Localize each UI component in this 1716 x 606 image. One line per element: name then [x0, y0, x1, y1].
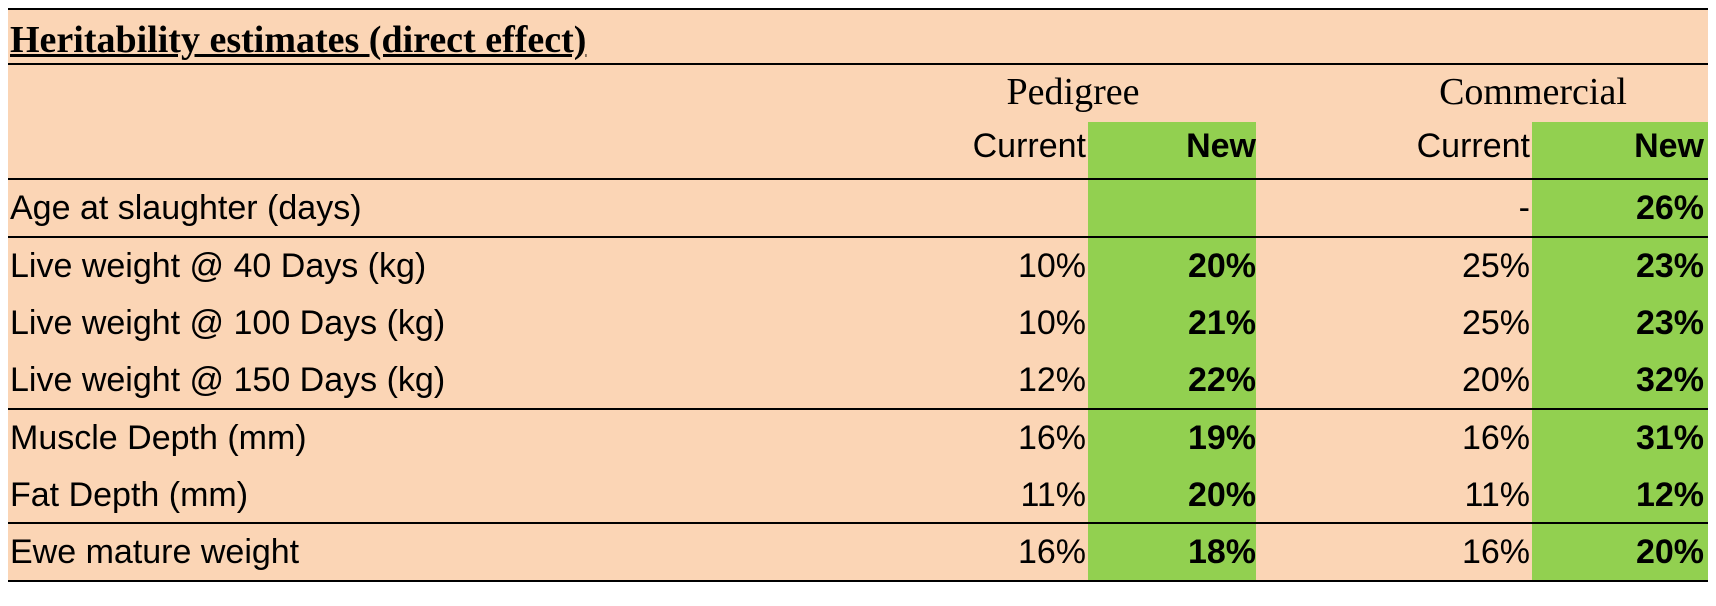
- row-label: Live weight @ 150 Days (kg): [10, 361, 446, 399]
- pedigree-current-value: 10%: [1017, 304, 1086, 342]
- row-divider-1: [8, 236, 1708, 238]
- row-label: Muscle Depth (mm): [10, 419, 307, 457]
- commercial-new-value: 26%: [1635, 189, 1704, 227]
- row-divider-2: [8, 408, 1708, 410]
- row-label: Ewe mature weight: [10, 533, 300, 571]
- table-row: Ewe mature weight 16% 18% 16% 20%: [8, 524, 1708, 581]
- commercial-new-value: 12%: [1635, 476, 1704, 514]
- commercial-new-value: 20%: [1635, 533, 1704, 571]
- table-row: Fat Depth (mm) 11% 20% 11% 12%: [8, 467, 1708, 524]
- header-pedigree-current: Current: [972, 127, 1086, 165]
- pedigree-current-value: 16%: [1017, 533, 1086, 571]
- commercial-new-value: 23%: [1635, 247, 1704, 285]
- pedigree-new-value: 18%: [1187, 533, 1256, 571]
- row-label: Fat Depth (mm): [10, 476, 249, 514]
- row-label: Live weight @ 100 Days (kg): [10, 304, 446, 342]
- commercial-current-value: 16%: [1461, 419, 1530, 457]
- header-commercial-new: New: [1634, 127, 1704, 165]
- table-row: Live weight @ 100 Days (kg) 10% 21% 25% …: [8, 295, 1708, 352]
- pedigree-current-value: 16%: [1017, 419, 1086, 457]
- commercial-current-value: 20%: [1461, 361, 1530, 399]
- commercial-current-value: 25%: [1461, 304, 1530, 342]
- row-label: Age at slaughter (days): [10, 189, 362, 227]
- pedigree-new-value: 21%: [1187, 304, 1256, 342]
- header-pedigree-new: New: [1186, 127, 1256, 165]
- table-row: Live weight @ 40 Days (kg) 10% 20% 25% 2…: [8, 238, 1708, 295]
- table-title: Heritability estimates (direct effect): [10, 19, 587, 61]
- pedigree-new-value: 20%: [1187, 476, 1256, 514]
- pedigree-new-value: 19%: [1187, 419, 1256, 457]
- commercial-new-column-highlight: [1532, 122, 1708, 582]
- group-header-commercial: Commercial: [1439, 71, 1627, 113]
- commercial-current-value: 25%: [1461, 247, 1530, 285]
- header-commercial-current: Current: [1416, 127, 1530, 165]
- commercial-current-value: 11%: [1464, 476, 1530, 514]
- table-row: Live weight @ 150 Days (kg) 12% 22% 20% …: [8, 352, 1708, 409]
- pedigree-current-value: 12%: [1017, 361, 1086, 399]
- pedigree-new-column-highlight: [1088, 122, 1256, 582]
- pedigree-new-value: 22%: [1187, 361, 1256, 399]
- heritability-table: Heritability estimates (direct effect) P…: [8, 8, 1708, 582]
- commercial-new-value: 23%: [1635, 304, 1704, 342]
- pedigree-new-value: 20%: [1187, 247, 1256, 285]
- group-header-pedigree: Pedigree: [1006, 71, 1140, 113]
- table-row: Muscle Depth (mm) 16% 19% 16% 31%: [8, 410, 1708, 467]
- pedigree-current-value: 10%: [1017, 247, 1086, 285]
- commercial-new-value: 31%: [1635, 419, 1704, 457]
- row-label: Live weight @ 40 Days (kg): [10, 247, 427, 285]
- commercial-current-value: 16%: [1461, 533, 1530, 571]
- commercial-current-value: -: [1518, 189, 1530, 227]
- commercial-new-value: 32%: [1635, 361, 1704, 399]
- pedigree-current-value: 11%: [1020, 476, 1086, 514]
- header-divider: [8, 178, 1708, 180]
- table-row: Age at slaughter (days) - 26%: [8, 180, 1708, 237]
- row-divider-3: [8, 522, 1708, 524]
- bottom-border: [8, 580, 1708, 582]
- title-row: Heritability estimates (direct effect): [8, 8, 1708, 65]
